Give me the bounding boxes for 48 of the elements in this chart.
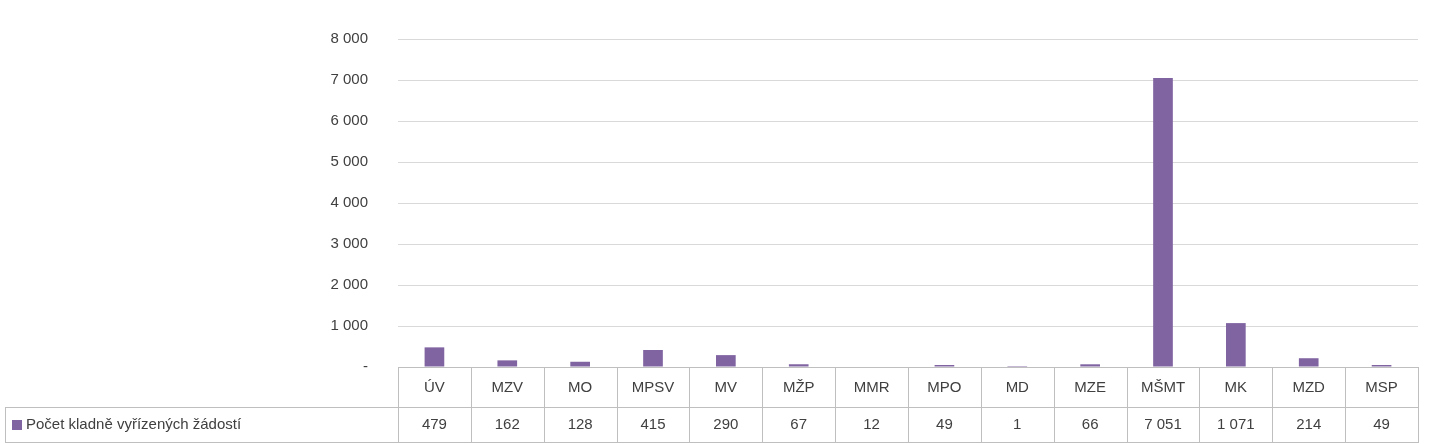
data-label: 162 xyxy=(494,415,520,433)
bar xyxy=(570,361,590,367)
data-label: 128 xyxy=(567,415,593,433)
legend-label: Počet kladně vyřízených žádostí xyxy=(26,415,242,433)
x-tick-label: MZD xyxy=(1292,378,1326,396)
x-tick-label: MŽP xyxy=(782,378,815,396)
data-label: 290 xyxy=(713,415,739,433)
data-label: 415 xyxy=(640,415,666,433)
x-tick-label: MZE xyxy=(1074,378,1106,396)
y-tick-label: 7 000 xyxy=(330,70,368,88)
data-label: 49 xyxy=(936,415,953,433)
x-tick-label: MV xyxy=(714,378,738,396)
x-tick-label: MŠMT xyxy=(1140,378,1186,396)
x-tick-label: MK xyxy=(1224,378,1248,396)
x-tick-label: MMR xyxy=(853,378,890,396)
data-label: 1 xyxy=(1013,415,1022,433)
bar xyxy=(1298,358,1319,367)
bar xyxy=(1153,77,1173,367)
x-tick-label: MPSV xyxy=(631,378,675,396)
bar xyxy=(424,347,445,367)
data-label: 1 071 xyxy=(1217,415,1255,433)
data-label: 49 xyxy=(1373,415,1390,433)
bar xyxy=(716,355,736,367)
y-tick-label: 2 000 xyxy=(330,275,368,293)
bar xyxy=(1080,364,1100,367)
bar xyxy=(788,364,809,367)
x-tick-label: MO xyxy=(568,378,593,396)
y-tick-label: 1 000 xyxy=(330,316,368,334)
data-label: 67 xyxy=(790,415,808,433)
bar xyxy=(1226,323,1246,367)
y-tick-label: 8 000 xyxy=(330,29,368,47)
y-tick-label: 4 000 xyxy=(330,193,368,211)
x-tick-label: MD xyxy=(1005,378,1030,396)
x-tick-label: MSP xyxy=(1365,378,1398,396)
data-label: 66 xyxy=(1081,415,1099,433)
x-tick-label: ÚV xyxy=(424,378,445,396)
x-tick-label: MZV xyxy=(491,378,524,396)
bar xyxy=(497,360,518,367)
data-label: 479 xyxy=(421,415,447,433)
bar xyxy=(643,349,663,367)
data-label: 214 xyxy=(1296,415,1322,433)
y-tick-label: - xyxy=(363,357,368,375)
x-tick-label: MPO xyxy=(927,378,962,396)
data-label: 12 xyxy=(863,415,880,433)
y-tick-label: 6 000 xyxy=(330,111,368,129)
y-tick-label: 5 000 xyxy=(330,152,368,170)
y-tick-label: 3 000 xyxy=(330,234,368,252)
data-label: 7 051 xyxy=(1144,415,1182,433)
